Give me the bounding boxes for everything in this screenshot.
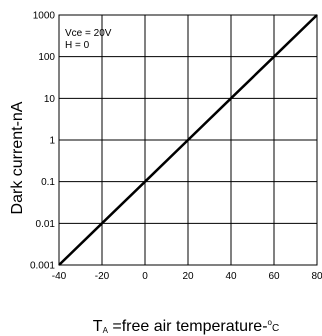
x-tick-label-1: -20 bbox=[95, 271, 110, 282]
plot-frame bbox=[58, 14, 318, 266]
x-axis-symbol-subscript: A bbox=[103, 326, 109, 335]
y-tick-label-1: 0.01 bbox=[36, 219, 56, 230]
y-tick-labels: 0.001 0.01 0.1 1 10 100 1000 bbox=[30, 11, 55, 272]
x-tick-label-3: 20 bbox=[182, 271, 194, 282]
x-tick-label-2: 0 bbox=[142, 271, 148, 282]
series-group bbox=[58, 14, 318, 266]
y-tick-label-2: 0.1 bbox=[41, 177, 55, 188]
x-tick-label-4: 40 bbox=[225, 271, 237, 282]
y-tick-label-4: 10 bbox=[44, 94, 56, 105]
annotation-h: H = 0 bbox=[65, 40, 90, 51]
x-tick-labels: -40 -20 0 20 40 60 80 bbox=[52, 271, 322, 282]
y-axis-title: Dark current-nA bbox=[9, 101, 26, 214]
x-tick-label-6: 80 bbox=[311, 271, 322, 282]
x-axis-symbol-main: T bbox=[93, 318, 103, 335]
x-axis-title: TA =free air temperature-oC bbox=[93, 318, 279, 335]
x-axis-degree-sup: o bbox=[268, 318, 273, 327]
x-axis-title-text: =free air temperature- bbox=[108, 318, 268, 335]
plot-border bbox=[58, 14, 318, 266]
y-tick-label-6: 1000 bbox=[33, 11, 56, 22]
x-tick-label-5: 60 bbox=[268, 271, 280, 282]
y-tick-label-3: 1 bbox=[49, 136, 55, 147]
annotation-vce: Vce = 20V bbox=[65, 28, 112, 39]
y-tick-label-0: 0.001 bbox=[30, 261, 55, 272]
x-axis-unit: C bbox=[272, 323, 279, 334]
x-tick-label-0: -40 bbox=[52, 271, 67, 282]
series-line-0 bbox=[58, 14, 318, 266]
y-tick-label-5: 100 bbox=[38, 52, 55, 63]
